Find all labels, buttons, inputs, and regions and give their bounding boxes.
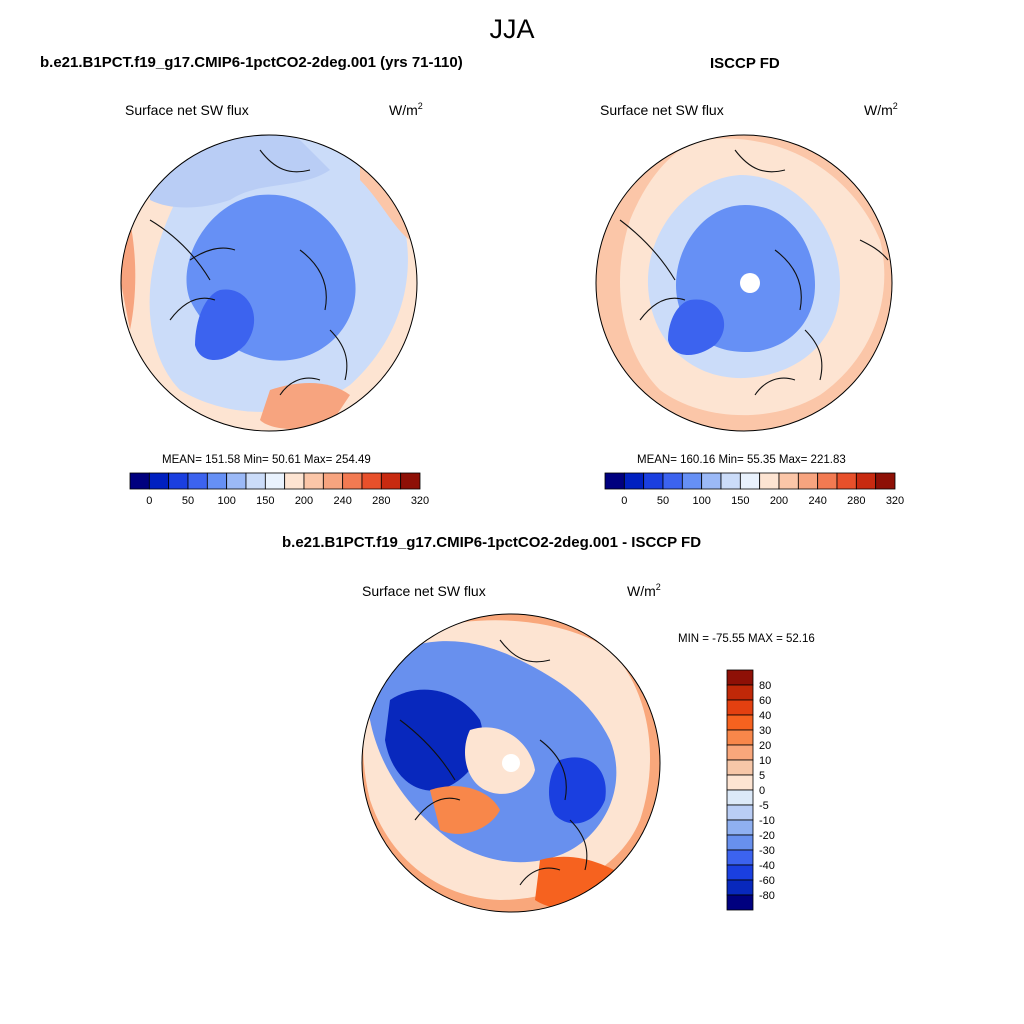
panel-left-title: b.e21.B1PCT.f19_g17.CMIP6-1pctCO2-2deg.0… — [40, 54, 463, 71]
colorbar-tick-label: -80 — [759, 890, 775, 902]
colorbar-swatch — [342, 472, 363, 490]
colorbar-tick-label: 80 — [759, 680, 771, 692]
colorbar-swatch — [817, 472, 838, 490]
colorbar-swatch — [322, 472, 344, 490]
colorbar-tick-label: 320 — [411, 495, 429, 507]
colorbar-swatch — [206, 472, 228, 490]
colorbar-swatch — [726, 879, 754, 896]
diff-stats: MIN = -75.55 MAX = 52.16 — [678, 633, 815, 645]
colorbar-swatch — [726, 849, 754, 866]
colorbar-tick-label: 20 — [759, 740, 771, 752]
colorbar-swatch — [168, 472, 189, 490]
right-variable-label: Surface net SW flux — [600, 102, 724, 118]
colorbar-swatch — [726, 669, 754, 686]
left-stats: MEAN= 151.58 Min= 50.61 Max= 254.49 — [162, 454, 371, 466]
colorbar-tick-label: -40 — [759, 860, 775, 872]
colorbar-tick-label: 150 — [256, 495, 274, 507]
colorbar-swatch — [726, 729, 754, 746]
colorbar-tick-label: 100 — [692, 495, 710, 507]
colorbar-swatch — [726, 699, 754, 716]
diff-units-label: W/m2 — [627, 582, 661, 599]
colorbar-swatch — [778, 472, 799, 490]
colorbar-swatch — [836, 472, 857, 490]
right-stats: MEAN= 160.16 Min= 55.35 Max= 221.83 — [637, 454, 846, 466]
colorbar-tick-label: 320 — [886, 495, 904, 507]
colorbar-tick-label: 0 — [146, 495, 152, 507]
colorbar-swatch — [875, 472, 896, 490]
colorbar-tick-label: 10 — [759, 755, 771, 767]
colorbar-tick-label: -20 — [759, 830, 775, 842]
colorbar-swatch — [726, 789, 754, 806]
colorbar-tick-label: 50 — [657, 495, 669, 507]
colorbar-tick-label: 5 — [759, 770, 765, 782]
map-difference — [361, 613, 661, 913]
colorbar-swatch — [720, 472, 741, 490]
colorbar-swatch — [726, 834, 754, 851]
colorbar-swatch — [226, 472, 247, 490]
colorbar-swatch — [759, 472, 780, 490]
season-title: JJA — [489, 14, 535, 44]
colorbar-swatch — [797, 472, 819, 490]
colorbar-swatch — [604, 472, 625, 490]
colorbar-tick-label: -30 — [759, 845, 775, 857]
colorbar-tick-label: 0 — [759, 785, 765, 797]
map-model — [120, 134, 418, 432]
colorbar-isccp: 0 50 100 150 200 240 280 320 — [604, 472, 904, 507]
colorbar-swatch — [726, 819, 754, 836]
colorbar-tick-label: 40 — [759, 710, 771, 722]
colorbar-swatch — [726, 684, 754, 701]
colorbar-tick-label: 150 — [731, 495, 749, 507]
colorbar-swatch — [303, 472, 324, 490]
diff-variable-label: Surface net SW flux — [362, 583, 486, 599]
colorbar-tick-label: -10 — [759, 815, 775, 827]
colorbar-tick-label: 50 — [182, 495, 194, 507]
colorbar-swatch — [129, 472, 150, 490]
colorbar-tick-label: -5 — [759, 800, 769, 812]
left-variable-label: Surface net SW flux — [125, 102, 249, 118]
colorbar-swatch — [245, 472, 266, 490]
panel-right-title: ISCCP FD — [710, 55, 780, 72]
colorbar-swatch — [264, 472, 286, 490]
colorbar-swatch — [681, 472, 703, 490]
colorbar-model: 0 50 100 150 200 240 280 320 — [129, 472, 429, 507]
colorbar-swatch — [400, 472, 421, 490]
colorbar-swatch — [148, 472, 170, 490]
colorbar-swatch — [726, 864, 754, 881]
colorbar-swatch — [726, 714, 754, 731]
colorbar-swatch — [855, 472, 877, 490]
colorbar-swatch — [380, 472, 402, 490]
colorbar-swatch — [726, 774, 754, 791]
colorbar-swatch — [662, 472, 683, 490]
colorbar-swatch — [726, 804, 754, 821]
left-units-label: W/m2 — [389, 101, 423, 118]
colorbar-difference: 80 60 40 30 20 10 5 0 -5 -10 -20 -30 -40 -60 -80 — [726, 669, 775, 911]
colorbar-tick-label: 240 — [808, 495, 826, 507]
colorbar-swatch — [623, 472, 645, 490]
colorbar-tick-label: 100 — [217, 495, 235, 507]
colorbar-tick-label: 200 — [295, 495, 313, 507]
colorbar-swatch — [643, 472, 664, 490]
colorbar-swatch — [701, 472, 722, 490]
colorbar-tick-label: 240 — [333, 495, 351, 507]
colorbar-swatch — [726, 759, 754, 776]
colorbar-tick-label: 0 — [621, 495, 627, 507]
right-units-label: W/m2 — [864, 101, 898, 118]
colorbar-tick-label: 60 — [759, 695, 771, 707]
colorbar-swatch — [361, 472, 382, 490]
colorbar-swatch — [726, 744, 754, 761]
colorbar-swatch — [739, 472, 761, 490]
map-isccp — [595, 134, 893, 432]
colorbar-tick-label: 280 — [372, 495, 390, 507]
colorbar-tick-label: -60 — [759, 875, 775, 887]
colorbar-swatch — [187, 472, 208, 490]
colorbar-tick-label: 30 — [759, 725, 771, 737]
colorbar-tick-label: 200 — [770, 495, 788, 507]
panel-diff-title: b.e21.B1PCT.f19_g17.CMIP6-1pctCO2-2deg.0… — [282, 534, 702, 551]
colorbar-tick-label: 280 — [847, 495, 865, 507]
colorbar-swatch — [726, 894, 754, 911]
colorbar-swatch — [284, 472, 305, 490]
